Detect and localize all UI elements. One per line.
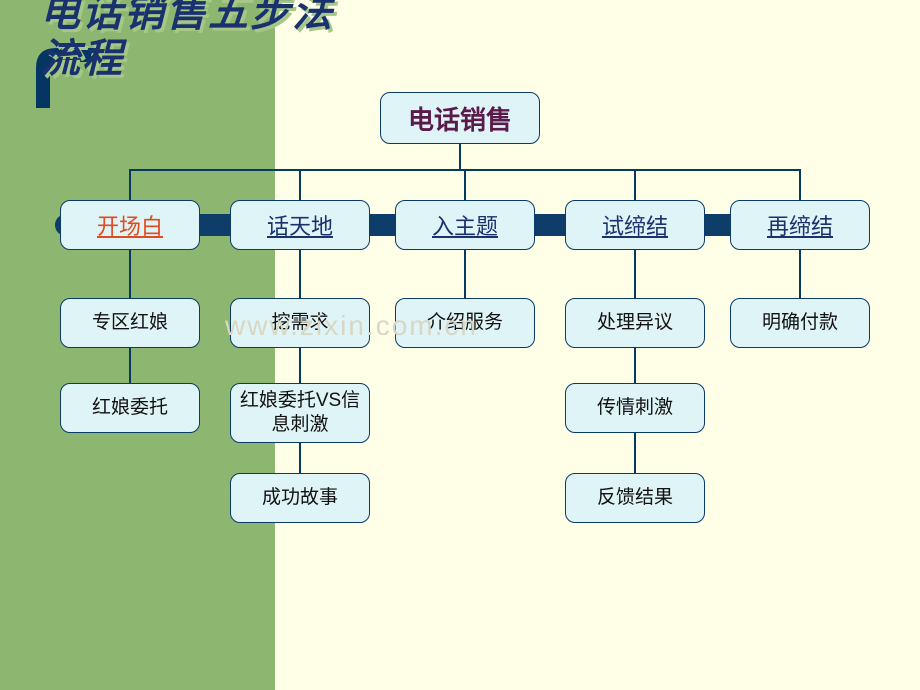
leaf-3-0: 处理异议 [565, 298, 705, 348]
leaf-1-1: 红娘委托VS信息刺激 [230, 383, 370, 443]
leaf-0-0: 专区红娘 [60, 298, 200, 348]
flowchart: 电话销售开场白专区红娘红娘委托 话天地挖需求红娘委托VS信息刺激成功故事 入主题介绍… [0, 0, 920, 690]
conn-step-3-trunk [634, 250, 636, 475]
step-0: 开场白 [60, 200, 200, 250]
slide-title: 电话销售五步法 流程 [40, 0, 334, 82]
leaf-1-2: 成功故事 [230, 473, 370, 523]
root-node: 电话销售 [380, 92, 540, 144]
conn-bus-down-4 [799, 170, 801, 200]
step-1: 话天地 [230, 200, 370, 250]
conn-bus-down-3 [634, 170, 636, 200]
step-3: 试缔结 [565, 200, 705, 250]
title-line1: 电话销售五步法 [40, 0, 334, 35]
conn-bus-down-2 [464, 170, 466, 200]
leaf-1-0: 挖需求 [230, 298, 370, 348]
conn-step-4-trunk [799, 250, 801, 300]
step-2: 入主题 [395, 200, 535, 250]
leaf-2-0: 介绍服务 [395, 298, 535, 348]
conn-root-down [459, 144, 461, 170]
title-line2: 流程 [40, 37, 124, 81]
leaf-0-1: 红娘委托 [60, 383, 200, 433]
conn-bus-down-1 [299, 170, 301, 200]
leaf-3-1: 传情刺激 [565, 383, 705, 433]
step-4: 再缔结 [730, 200, 870, 250]
leaf-4-0: 明确付款 [730, 298, 870, 348]
conn-bus-down-0 [129, 170, 131, 200]
conn-step-2-trunk [464, 250, 466, 300]
leaf-3-2: 反馈结果 [565, 473, 705, 523]
